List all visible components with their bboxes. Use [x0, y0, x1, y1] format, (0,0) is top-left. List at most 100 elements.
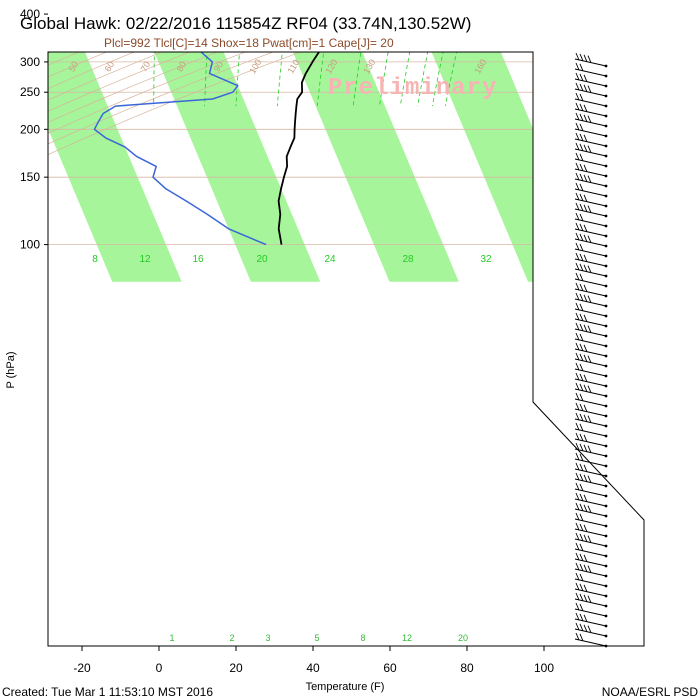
wind-barb-feather — [575, 602, 580, 611]
wind-barb-feather — [583, 324, 588, 332]
wind-barb-feather — [583, 564, 588, 572]
wind-barb-dot — [604, 464, 608, 468]
mixing-ratio-label: 16 — [192, 254, 204, 265]
wind-barb-dot — [604, 544, 608, 548]
wind-barb-feather — [579, 473, 584, 482]
wind-barb-feather — [579, 273, 584, 282]
wind-barb-feather — [579, 623, 584, 632]
wind-barb — [574, 158, 607, 167]
wind-barb — [574, 518, 607, 527]
y-axis: 1001502002503004005007008501000 — [20, 7, 48, 252]
wind-barb-feather — [579, 203, 584, 212]
wind-barb-feather — [575, 382, 580, 391]
wind-barb — [574, 288, 607, 297]
wind-barb-feather — [579, 133, 584, 142]
credit-label: NOAA/ESRL PSD — [602, 685, 699, 699]
wind-barb-feather — [587, 625, 592, 633]
x-tick-label: -20 — [73, 661, 91, 675]
wind-barb-feather — [587, 565, 592, 573]
wind-barb-dot — [604, 354, 608, 358]
wind-barb-feather — [579, 253, 584, 262]
wind-barb-dot — [604, 164, 608, 168]
x-tick-label: 40 — [306, 661, 320, 675]
wind-barb-dot — [604, 644, 608, 648]
wind-barb-feather — [579, 113, 584, 122]
wind-barb-feather — [575, 212, 580, 221]
wind-barb-dot — [604, 294, 608, 298]
wind-barb — [574, 168, 607, 177]
wind-barb-feather — [587, 295, 592, 303]
wind-barb — [574, 468, 607, 477]
wind-barb-feather — [575, 292, 580, 301]
mixing-ratio-label: 24 — [324, 254, 336, 265]
mixing-ratio-bottom-label: 5 — [314, 633, 319, 643]
wind-barb-feather — [575, 162, 580, 171]
y-tick-label: 400 — [20, 7, 40, 21]
dry-adiabat — [48, 52, 644, 237]
wind-barb-dot — [604, 234, 608, 238]
wind-barb-feather — [575, 182, 580, 191]
wind-barb-dot — [604, 194, 608, 198]
wind-barb-feather — [579, 513, 584, 522]
wind-barb-feather — [579, 613, 584, 622]
wind-barb-dot — [604, 84, 608, 88]
wind-barb-dot — [604, 224, 608, 228]
wind-barb-feather — [575, 352, 580, 361]
wind-barb — [574, 98, 607, 107]
wind-barb-feather — [575, 322, 580, 331]
wind-barb-dot — [604, 504, 608, 508]
dewpoint-line — [60, 52, 375, 246]
wind-barb-feather — [575, 132, 580, 141]
wind-barb-dot — [604, 434, 608, 438]
wind-barb-feather — [579, 283, 584, 292]
wind-barb-dot — [604, 124, 608, 128]
wind-barb-feather — [587, 415, 592, 423]
wind-barb-feather — [587, 55, 592, 63]
wind-barb-feather — [575, 312, 580, 321]
wind-barb-feather — [575, 412, 580, 421]
wind-barb-feather — [579, 63, 584, 72]
mixing-ratio-bottom-label: 20 — [458, 633, 468, 643]
wind-barb-feather — [583, 624, 588, 632]
wind-barb-feather — [575, 362, 580, 371]
x-tick-label: 20 — [229, 661, 243, 675]
wind-barb-feather — [575, 92, 580, 101]
mixing-ratio-bottom-label: 8 — [360, 633, 365, 643]
wind-barb-feather — [575, 532, 580, 541]
wind-barb-feather — [575, 302, 580, 311]
wind-barb-dot — [604, 614, 608, 618]
wind-barb-feather — [575, 552, 580, 561]
wind-barb-feather — [579, 173, 584, 182]
wind-barb-feather — [587, 595, 592, 603]
wind-barb-dot — [604, 254, 608, 258]
wind-barb-feather — [579, 403, 584, 412]
mixing-ratio-label: 12 — [139, 254, 151, 265]
x-tick-label: 60 — [383, 661, 397, 675]
wind-barb-feather — [575, 512, 580, 521]
wind-barb-feather — [579, 93, 584, 102]
wind-barb — [574, 548, 607, 557]
wind-barb-dot — [604, 404, 608, 408]
wind-barb-feather — [579, 433, 584, 442]
isotherm-band — [48, 52, 182, 282]
x-tick-label: 80 — [460, 661, 474, 675]
wind-barb-feather — [583, 354, 588, 362]
wind-barb-feather — [579, 343, 584, 352]
wind-barb-feather — [575, 102, 580, 111]
wind-barb-feather — [575, 122, 580, 131]
wind-barb-feather — [583, 444, 588, 452]
wind-barb-dot — [604, 454, 608, 458]
mixing-ratio-label: 32 — [480, 254, 492, 265]
wind-barb-feather — [579, 523, 584, 532]
wind-barb-feather — [579, 563, 584, 572]
wind-barb-dot — [604, 204, 608, 208]
wind-barb-feather — [575, 262, 580, 271]
wind-barb — [574, 408, 607, 417]
wind-barb-dot — [604, 304, 608, 308]
wind-barb-feather — [579, 533, 584, 542]
wind-barb — [574, 338, 607, 347]
wind-barb-feather — [579, 213, 584, 222]
dry-adiabat — [48, 52, 644, 237]
wind-barb-feather — [575, 422, 580, 431]
wind-barb-feather — [575, 462, 580, 471]
